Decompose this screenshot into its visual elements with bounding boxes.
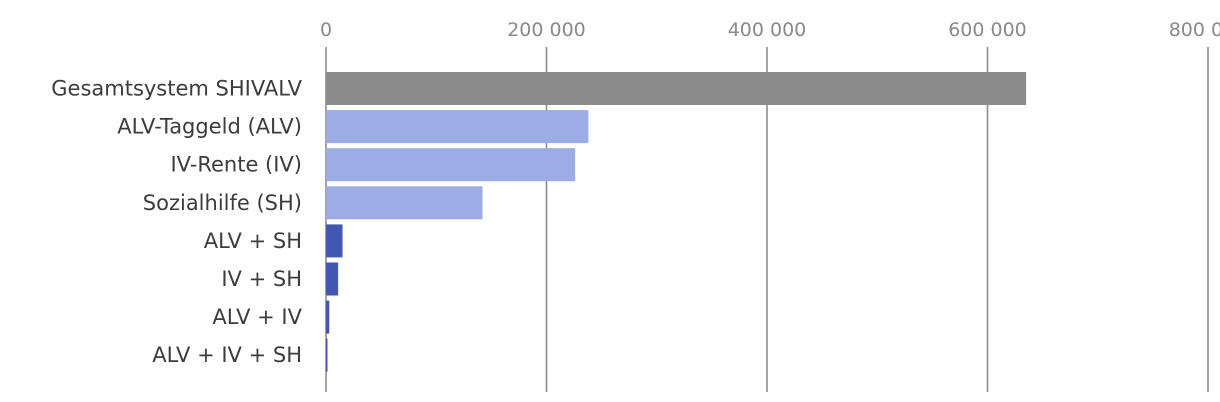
category-label-6: ALV + IV [212,305,302,329]
category-label-7: ALV + IV + SH [152,343,302,367]
category-label-5: IV + SH [221,267,302,291]
x-tick-label-2: 400 000 [728,19,807,41]
bar-1 [326,110,589,144]
category-label-2: IV-Rente (IV) [170,153,302,177]
x-tick-layer: 0 200 000 400 000 600 000 800 000 [320,19,1220,41]
bar-4 [326,224,343,258]
category-label-4: ALV + SH [204,229,302,253]
bar-3 [326,186,483,220]
category-label-1: ALV-Taggeld (ALV) [117,115,302,139]
bar-0 [326,72,1027,105]
category-label-3: Sozialhilfe (SH) [143,191,302,215]
bar-5 [326,262,339,296]
bar-layer [326,72,1027,372]
bar-2 [326,148,576,182]
x-tick-label-1: 200 000 [507,19,586,41]
x-tick-label-4: 800 000 [1169,19,1220,41]
bar-7 [326,338,328,372]
category-label-0: Gesamtsystem SHIVALV [51,77,302,101]
category-label-layer: Gesamtsystem SHIVALV ALV-Taggeld (ALV) IV-… [51,77,302,368]
x-tick-label-3: 600 000 [948,19,1027,41]
x-tick-label-0: 0 [320,19,332,41]
bar-6 [326,300,330,334]
